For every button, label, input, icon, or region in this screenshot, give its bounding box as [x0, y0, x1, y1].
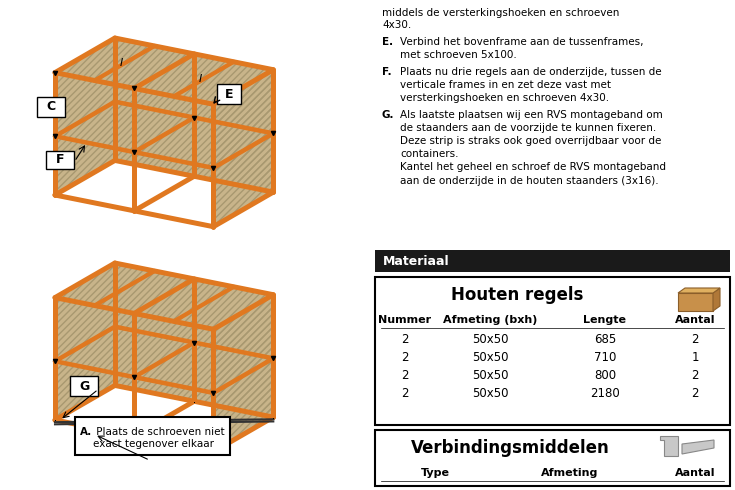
Text: 2180: 2180	[590, 387, 620, 400]
Bar	[375, 277, 730, 425]
Text: E.: E.	[382, 37, 393, 47]
Text: F.: F.	[382, 67, 392, 77]
Text: Plaats nu drie regels aan de onderzijde, tussen de
verticale frames in en zet de: Plaats nu drie regels aan de onderzijde,…	[400, 67, 662, 103]
Text: Plaats de schroeven niet
exact tegenover elkaar: Plaats de schroeven niet exact tegenover…	[93, 427, 225, 449]
Text: middels de versterkingshoeken en schroeven: middels de versterkingshoeken en schroev…	[382, 8, 620, 18]
Polygon shape	[660, 436, 678, 456]
Polygon shape	[678, 288, 720, 293]
Text: Materiaal: Materiaal	[383, 254, 450, 268]
Text: 2: 2	[691, 369, 699, 382]
Polygon shape	[213, 294, 273, 452]
Bar	[46, 151, 74, 169]
Text: 1: 1	[691, 351, 699, 364]
Bar	[71, 376, 98, 396]
Text: C: C	[47, 100, 56, 113]
Text: 2: 2	[401, 369, 409, 382]
Polygon shape	[713, 288, 720, 311]
Bar	[37, 97, 65, 117]
Text: 800: 800	[594, 369, 616, 382]
Bar	[375, 250, 730, 272]
Text: E: E	[225, 88, 233, 101]
Text: 4x30.: 4x30.	[382, 21, 412, 30]
Text: 685: 685	[594, 333, 616, 346]
Text: Type: Type	[420, 468, 450, 478]
Polygon shape	[115, 263, 273, 417]
Bar	[217, 84, 241, 104]
Bar	[75, 417, 230, 455]
Text: Verbind het bovenframe aan de tussenframes,
met schroeven 5x100.: Verbind het bovenframe aan de tussenfram…	[400, 37, 644, 60]
Text: Aantal: Aantal	[675, 315, 715, 325]
Text: 2: 2	[691, 333, 699, 346]
Text: Verbindingsmiddelen: Verbindingsmiddelen	[411, 439, 609, 457]
Text: 50x50: 50x50	[472, 333, 508, 346]
Text: Als laatste plaatsen wij een RVS montageband om
de staanders aan de voorzijde te: Als laatste plaatsen wij een RVS montage…	[400, 109, 666, 186]
Text: Afmeting (bxh): Afmeting (bxh)	[442, 315, 537, 325]
Polygon shape	[682, 440, 714, 454]
Text: 710: 710	[594, 351, 616, 364]
Text: Nummer: Nummer	[379, 315, 431, 325]
Text: G: G	[79, 380, 90, 393]
Text: 50x50: 50x50	[472, 351, 508, 364]
Text: 50x50: 50x50	[472, 369, 508, 382]
Text: F: F	[56, 153, 65, 166]
Text: Afmeting: Afmeting	[541, 468, 599, 478]
Text: I: I	[199, 74, 202, 84]
Text: Houten regels: Houten regels	[451, 286, 583, 304]
Text: A.: A.	[80, 427, 93, 437]
Text: 2: 2	[401, 333, 409, 346]
Text: I: I	[120, 58, 123, 68]
Text: Lengte: Lengte	[584, 315, 626, 325]
Polygon shape	[55, 263, 115, 420]
Text: 2: 2	[401, 387, 409, 400]
Text: Aantal: Aantal	[675, 468, 715, 478]
Polygon shape	[115, 38, 273, 192]
Polygon shape	[678, 293, 713, 311]
Text: 2: 2	[691, 387, 699, 400]
Polygon shape	[213, 70, 273, 227]
Text: 2: 2	[401, 351, 409, 364]
Bar	[375, 430, 730, 486]
Text: 50x50: 50x50	[472, 387, 508, 400]
Text: G.: G.	[382, 109, 395, 120]
Polygon shape	[55, 38, 115, 195]
